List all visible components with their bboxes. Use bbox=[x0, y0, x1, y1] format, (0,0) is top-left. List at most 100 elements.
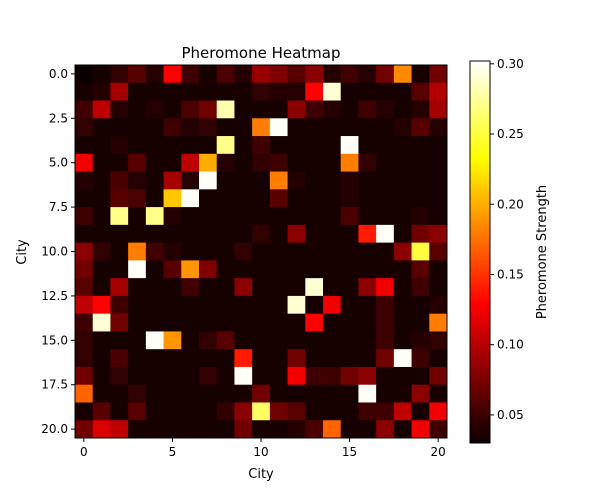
x-tick-label: 5 bbox=[169, 445, 177, 459]
heatmap-cell bbox=[340, 420, 359, 439]
heatmap-cell bbox=[376, 384, 395, 403]
heatmap-cell bbox=[376, 260, 395, 279]
heatmap-cell bbox=[181, 349, 200, 368]
heatmap-cell bbox=[252, 260, 271, 279]
heatmap-cell bbox=[323, 313, 342, 332]
heatmap-cell bbox=[92, 331, 111, 350]
colorbar-ticks: 0.05 0.10 0.15 0.20 0.25 0.30 bbox=[490, 57, 524, 422]
heatmap-cell bbox=[75, 402, 94, 421]
heatmap-cell bbox=[252, 118, 271, 137]
heatmap-cell bbox=[145, 65, 164, 84]
x-axis-ticks: 0 5 10 15 20 bbox=[80, 438, 446, 459]
heatmap-cell bbox=[340, 82, 359, 101]
heatmap-cell bbox=[429, 171, 448, 190]
heatmap-cell bbox=[305, 207, 324, 226]
heatmap-cell bbox=[287, 278, 306, 297]
heatmap-cell bbox=[145, 224, 164, 244]
heatmap-cell bbox=[92, 295, 111, 315]
heatmap-cell bbox=[287, 402, 306, 421]
heatmap-cell bbox=[234, 260, 253, 279]
heatmap-cell bbox=[234, 118, 253, 137]
heatmap-cell bbox=[75, 153, 94, 172]
heatmap-cell bbox=[376, 242, 395, 261]
heatmap-cell bbox=[145, 260, 164, 279]
heatmap-cell bbox=[216, 313, 235, 332]
heatmap-cell bbox=[305, 242, 324, 261]
heatmap-cell bbox=[323, 224, 342, 244]
heatmap-cell bbox=[323, 82, 342, 101]
heatmap-cell bbox=[234, 136, 253, 155]
heatmap-cell bbox=[252, 100, 271, 119]
colorbar-tick-label: 0.25 bbox=[497, 127, 524, 141]
heatmap-cell bbox=[429, 295, 448, 315]
heatmap-cell bbox=[128, 242, 147, 261]
heatmap-cell bbox=[323, 420, 342, 439]
heatmap-cell bbox=[234, 242, 253, 261]
heatmap-cell bbox=[323, 65, 342, 84]
heatmap-cell bbox=[110, 171, 129, 190]
heatmap-cell bbox=[75, 82, 94, 101]
heatmap-cell bbox=[269, 313, 288, 332]
heatmap-cell bbox=[340, 171, 359, 190]
heatmap-cell bbox=[128, 260, 147, 279]
heatmap-cell bbox=[216, 420, 235, 439]
colorbar-tick-label: 0.10 bbox=[497, 338, 524, 352]
heatmap-cell bbox=[181, 207, 200, 226]
heatmap-cell bbox=[429, 224, 448, 244]
heatmap-cell bbox=[128, 402, 147, 421]
heatmap-cell bbox=[128, 65, 147, 84]
heatmap-cell bbox=[305, 349, 324, 368]
heatmap-cell bbox=[340, 100, 359, 119]
heatmap-cell bbox=[145, 207, 164, 226]
heatmap-cell bbox=[128, 136, 147, 155]
heatmap-cell bbox=[181, 384, 200, 403]
heatmap-cell bbox=[305, 189, 324, 208]
heatmap-cell bbox=[269, 420, 288, 439]
colorbar-tick-label: 0.20 bbox=[497, 197, 524, 211]
heatmap-cell bbox=[216, 366, 235, 386]
heatmap-cell bbox=[393, 295, 412, 315]
heatmap-cell bbox=[163, 118, 182, 137]
heatmap-cell bbox=[393, 242, 412, 261]
heatmap-cell bbox=[411, 278, 430, 297]
heatmap-cell bbox=[92, 420, 111, 439]
heatmap-cell bbox=[75, 366, 94, 386]
heatmap-cell bbox=[163, 242, 182, 261]
heatmap-cell bbox=[110, 313, 129, 332]
heatmap-cell bbox=[429, 82, 448, 101]
heatmap-cell bbox=[145, 384, 164, 403]
y-tick-label: 2.5 bbox=[49, 111, 68, 125]
heatmap-cell bbox=[145, 82, 164, 101]
heatmap-cell bbox=[252, 171, 271, 190]
heatmap-cell bbox=[411, 384, 430, 403]
heatmap-cell bbox=[323, 384, 342, 403]
heatmap-cell bbox=[376, 189, 395, 208]
heatmap-cell bbox=[323, 207, 342, 226]
heatmap-cell bbox=[411, 100, 430, 119]
heatmap-cell bbox=[323, 295, 342, 315]
heatmap-cell bbox=[305, 118, 324, 137]
heatmap-cell bbox=[411, 153, 430, 172]
heatmap-cell bbox=[393, 420, 412, 439]
heatmap-cell bbox=[358, 100, 377, 119]
heatmap-cell bbox=[199, 189, 218, 208]
heatmap-cell bbox=[305, 313, 324, 332]
heatmap-cell bbox=[75, 313, 94, 332]
colorbar-tick-label: 0.05 bbox=[497, 408, 524, 422]
heatmap-cell bbox=[305, 402, 324, 421]
heatmap-cell bbox=[234, 65, 253, 84]
heatmap-cell bbox=[252, 331, 271, 350]
heatmap-cell bbox=[110, 331, 129, 350]
heatmap-cell bbox=[429, 207, 448, 226]
heatmap-cell bbox=[287, 118, 306, 137]
heatmap-cell bbox=[92, 171, 111, 190]
heatmap-cell bbox=[252, 349, 271, 368]
heatmap-cell bbox=[411, 171, 430, 190]
heatmap-cell bbox=[199, 313, 218, 332]
heatmap-cell bbox=[323, 242, 342, 261]
heatmap-cell bbox=[340, 242, 359, 261]
heatmap-cell bbox=[181, 331, 200, 350]
heatmap-cell bbox=[234, 100, 253, 119]
heatmap-cell bbox=[216, 136, 235, 155]
heatmap-cell bbox=[411, 189, 430, 208]
